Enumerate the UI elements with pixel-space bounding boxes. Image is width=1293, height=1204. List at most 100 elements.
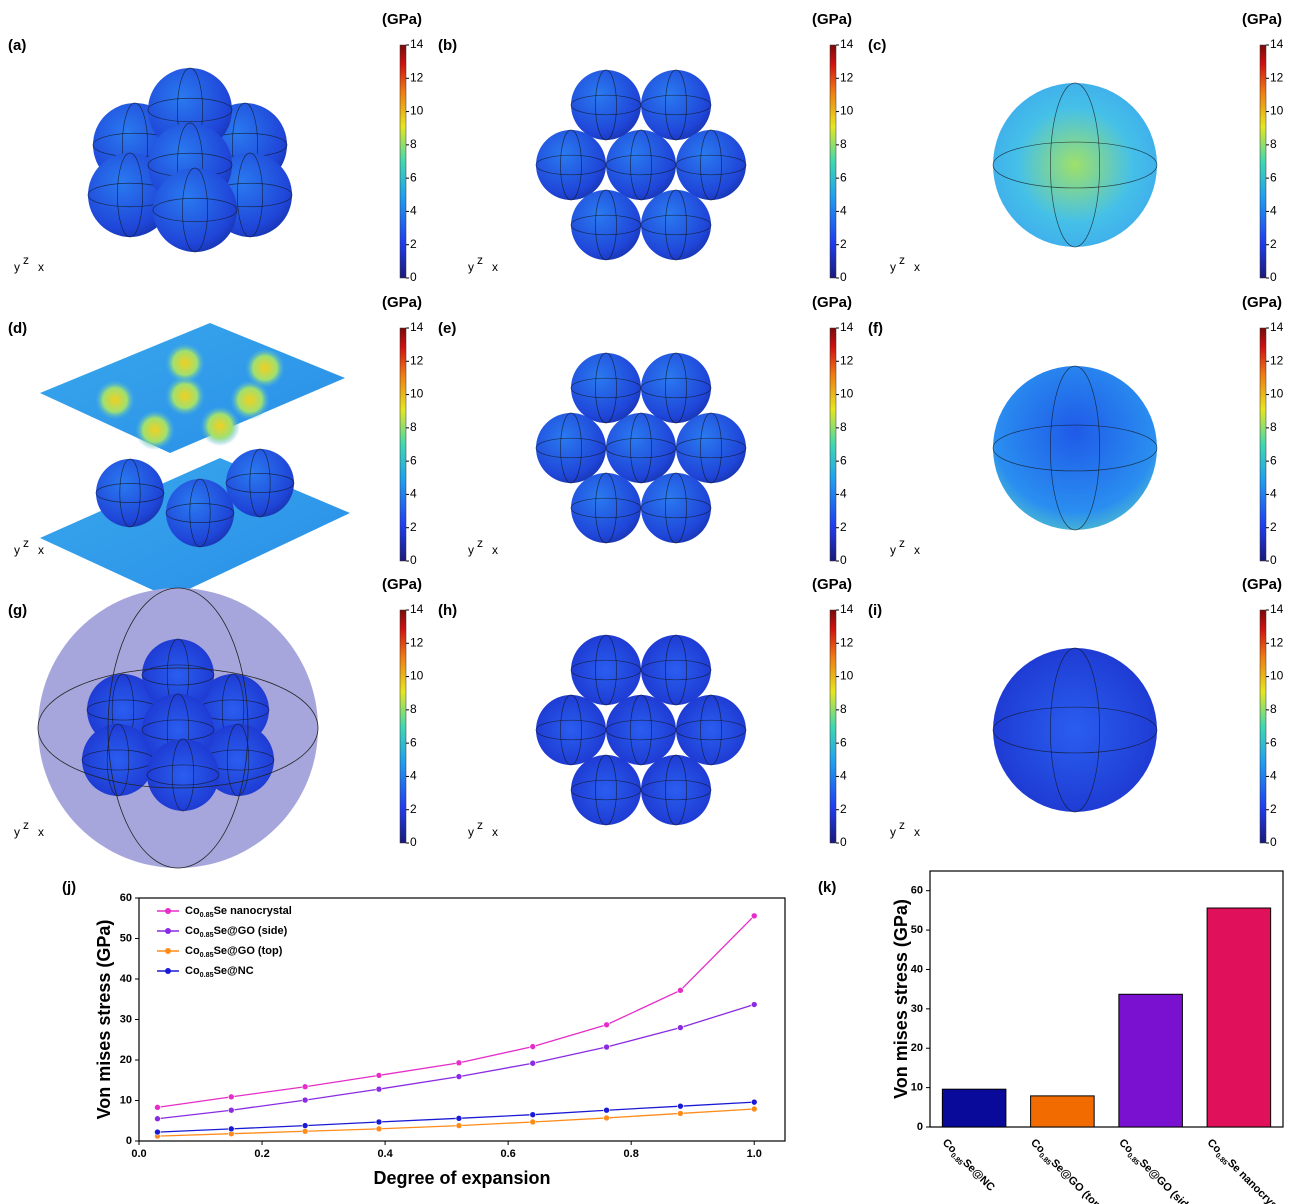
marker [456,1060,462,1066]
hot-spot [95,380,135,420]
sphere [993,648,1157,812]
colorbar-tick-label: 12 [410,70,424,84]
x-tick-label: 0.4 [377,1148,393,1160]
sphere [536,413,606,483]
colorbar [830,610,836,843]
legend-marker [165,968,171,974]
panel-label: (j) [62,879,76,896]
colorbar-unit: (GPa) [1242,576,1282,593]
colorbar-tick-label: 12 [1270,353,1284,367]
sphere [96,459,164,527]
triad-z: z [899,536,905,550]
marker [456,1074,462,1080]
triad-x: x [914,825,920,839]
triad-x: x [492,825,498,839]
colorbar-tick-label: 14 [1270,37,1284,51]
colorbar-tick-label: 8 [1270,702,1277,716]
marker [530,1119,536,1125]
legend-marker [165,908,171,914]
sphere [571,353,641,423]
colorbar-tick-label: 12 [840,70,854,84]
colorbar-tick-label: 4 [1270,487,1277,501]
hot-spot [135,410,175,450]
colorbar-tick-label: 8 [840,702,847,716]
charts: (j)01020304050600.00.20.40.60.81.0Degree… [62,871,1289,1204]
triad-y: y [468,543,474,557]
colorbar-tick-label: 4 [410,204,417,218]
panel-label: (k) [818,879,836,896]
x-tick-label: Co0.85Se@NC [939,1137,997,1195]
sphere [536,130,606,200]
marker [302,1084,308,1090]
colorbar-tick-label: 14 [840,320,854,334]
y-tick-label: 50 [120,932,132,944]
colorbar-tick-label: 14 [410,602,424,616]
colorbar-tick-label: 4 [840,769,847,783]
colorbar [1260,328,1266,561]
marker [456,1115,462,1121]
colorbar-tick-label: 6 [1270,453,1277,467]
colorbar-tick-label: 6 [410,453,417,467]
colorbar-unit: (GPa) [1242,11,1282,28]
colorbar-tick-label: 6 [840,453,847,467]
marker [677,987,683,993]
colorbar-tick-label: 8 [1270,137,1277,151]
marker [228,1094,234,1100]
triad-z: z [899,818,905,832]
sphere [641,755,711,825]
colorbar-tick-label: 2 [410,802,417,816]
sphere [571,190,641,260]
x-tick-label: 0.8 [624,1148,639,1160]
colorbar-tick-label: 4 [840,204,847,218]
colorbar-tick-label: 12 [840,353,854,367]
bar [942,1089,1006,1127]
legend-label: Co0.85Se@NC [185,965,254,979]
colorbar-tick-label: 8 [840,420,847,434]
colorbar-tick-label: 0 [1270,270,1277,284]
y-tick-label: 20 [911,1042,923,1054]
triad-x: x [38,825,44,839]
sphere [606,130,676,200]
marker [751,1106,757,1112]
colorbar-tick-label: 8 [410,702,417,716]
y-tick-label: 30 [911,1003,923,1015]
panel-label: (d) [8,320,27,337]
sphere [571,755,641,825]
legend-label: Co0.85Se@GO (side) [185,925,288,939]
colorbar-unit: (GPa) [382,294,422,311]
colorbar-tick-label: 12 [840,635,854,649]
sphere [606,695,676,765]
colorbar-tick-label: 8 [410,137,417,151]
triad-y: y [14,825,20,839]
marker [376,1086,382,1092]
sphere [641,70,711,140]
colorbar-tick-label: 10 [840,387,854,401]
colorbar-tick-label: 2 [840,802,847,816]
colorbar-tick-label: 6 [410,170,417,184]
marker [530,1044,536,1050]
sphere [226,449,294,517]
y-tick-label: 0 [126,1135,132,1147]
legend-marker [165,948,171,954]
hot-spot [165,343,205,383]
y-tick-label: 40 [120,973,132,985]
colorbar-tick-label: 10 [410,104,424,118]
colorbar-tick-label: 2 [1270,237,1277,251]
triad-x: x [38,543,44,557]
triad-x: x [914,543,920,557]
colorbar-tick-label: 0 [840,553,847,567]
y-tick-label: 40 [911,963,923,975]
colorbar-tick-label: 0 [410,553,417,567]
triad-y: y [14,543,20,557]
marker [677,1025,683,1031]
marker [677,1103,683,1109]
triad-y: y [468,260,474,274]
marker [677,1110,683,1116]
triad-y: y [468,825,474,839]
marker [228,1126,234,1132]
legend-label: Co0.85Se@GO (top) [185,945,283,959]
sphere [571,70,641,140]
colorbar-tick-label: 10 [1270,669,1284,683]
triad-y: y [890,260,896,274]
colorbar-unit: (GPa) [812,294,852,311]
